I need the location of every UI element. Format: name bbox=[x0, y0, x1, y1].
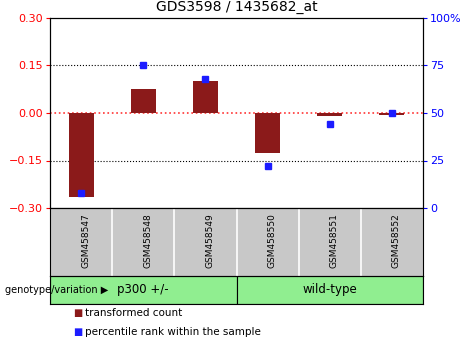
Text: GSM458552: GSM458552 bbox=[392, 213, 401, 268]
Bar bbox=[379, 113, 404, 115]
Text: GSM458547: GSM458547 bbox=[81, 213, 90, 268]
Title: GDS3598 / 1435682_at: GDS3598 / 1435682_at bbox=[156, 0, 317, 14]
Text: wild-type: wild-type bbox=[302, 284, 357, 297]
Text: genotype/variation ▶: genotype/variation ▶ bbox=[5, 285, 108, 295]
Text: transformed count: transformed count bbox=[84, 308, 182, 318]
Text: GSM458549: GSM458549 bbox=[206, 213, 214, 268]
Text: GSM458550: GSM458550 bbox=[267, 213, 277, 268]
Bar bbox=[193, 81, 218, 113]
Text: ■: ■ bbox=[73, 327, 83, 337]
Bar bbox=[317, 113, 342, 116]
Text: percentile rank within the sample: percentile rank within the sample bbox=[84, 327, 260, 337]
Bar bbox=[50, 276, 236, 304]
Text: p300 +/-: p300 +/- bbox=[118, 284, 169, 297]
Bar bbox=[255, 113, 280, 153]
Bar bbox=[69, 113, 94, 197]
Text: GSM458551: GSM458551 bbox=[330, 213, 339, 268]
Bar bbox=[131, 89, 156, 113]
Text: ■: ■ bbox=[73, 308, 83, 318]
Bar bbox=[236, 276, 423, 304]
Text: GSM458548: GSM458548 bbox=[143, 213, 152, 268]
